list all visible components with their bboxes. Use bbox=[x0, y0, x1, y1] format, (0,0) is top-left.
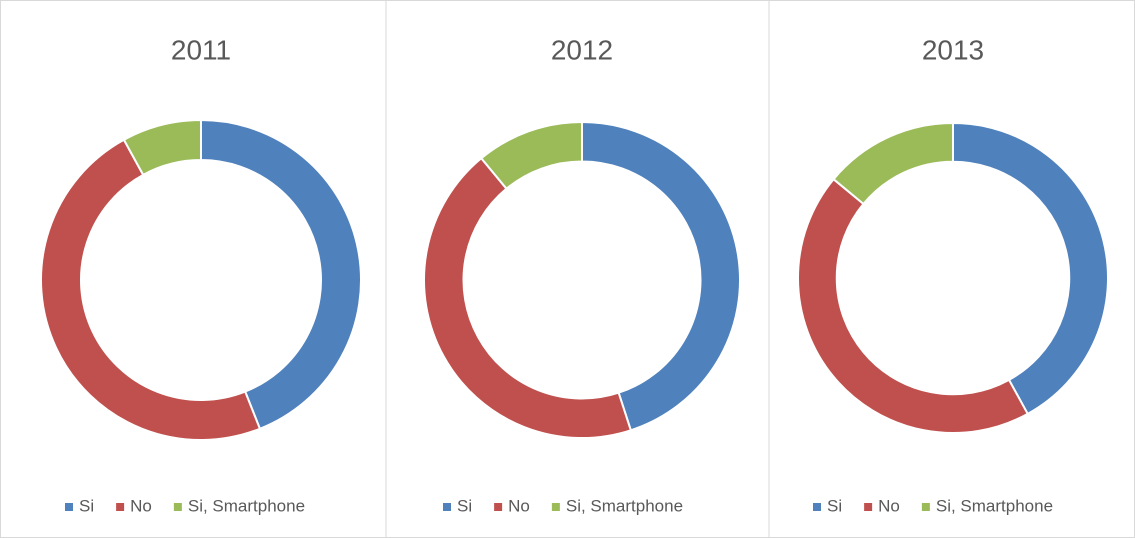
legend-marker bbox=[494, 503, 503, 511]
legend-label: No bbox=[508, 496, 530, 515]
legend-label: Si, Smartphone bbox=[566, 496, 683, 515]
legend-label: Si, Smartphone bbox=[188, 496, 305, 515]
legend-label: Si, Smartphone bbox=[936, 496, 1053, 515]
donut-segment bbox=[423, 156, 633, 439]
legend-marker bbox=[116, 503, 125, 511]
donut-segment bbox=[797, 177, 1030, 434]
legend-marker bbox=[173, 503, 182, 511]
legend-label: No bbox=[130, 496, 152, 515]
legend-label: Si bbox=[827, 496, 842, 515]
legend-marker bbox=[443, 503, 451, 511]
legend-label: Si bbox=[79, 496, 94, 515]
chart-title: 2011 bbox=[171, 34, 231, 65]
donut-segment bbox=[122, 118, 202, 177]
legend-marker bbox=[921, 503, 930, 511]
donut-segment bbox=[832, 121, 954, 206]
legend-label: Si bbox=[457, 496, 472, 515]
legend-label: No bbox=[878, 496, 900, 515]
legend-marker bbox=[65, 503, 73, 511]
legend-marker bbox=[813, 503, 821, 511]
donut-segment bbox=[40, 138, 262, 441]
donut-segment bbox=[479, 120, 583, 191]
legend-marker bbox=[551, 503, 560, 511]
donut-segment bbox=[200, 118, 362, 431]
donut-segment bbox=[952, 121, 1109, 416]
legend-marker bbox=[864, 503, 873, 511]
chart-title: 2013 bbox=[922, 34, 984, 65]
chart-title: 2012 bbox=[551, 34, 613, 65]
donut-segment bbox=[581, 120, 741, 432]
